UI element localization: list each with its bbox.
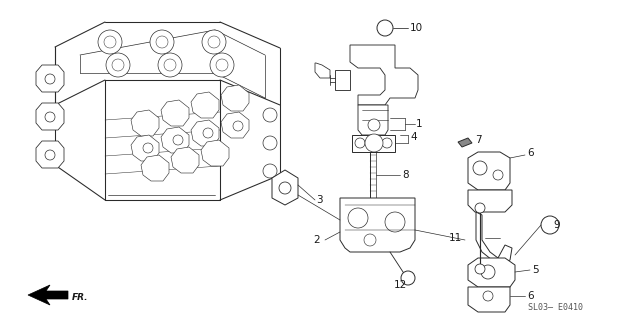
Circle shape: [45, 74, 55, 84]
Polygon shape: [221, 112, 249, 138]
Circle shape: [493, 170, 503, 180]
Circle shape: [368, 119, 380, 131]
Polygon shape: [131, 110, 159, 136]
Text: 2: 2: [314, 235, 320, 245]
Polygon shape: [315, 63, 330, 78]
Text: 8: 8: [402, 170, 408, 180]
Text: 1: 1: [416, 119, 422, 129]
Polygon shape: [141, 155, 169, 181]
Circle shape: [143, 143, 153, 153]
Text: 6: 6: [527, 291, 534, 301]
Circle shape: [112, 59, 124, 71]
Circle shape: [104, 36, 116, 48]
Text: 3: 3: [316, 195, 323, 205]
Circle shape: [156, 36, 168, 48]
Circle shape: [45, 150, 55, 160]
Circle shape: [483, 291, 493, 301]
Polygon shape: [161, 127, 189, 153]
Circle shape: [203, 128, 213, 138]
Text: 12: 12: [394, 280, 406, 290]
Circle shape: [385, 212, 405, 232]
Circle shape: [279, 182, 291, 194]
Circle shape: [348, 208, 368, 228]
Polygon shape: [201, 140, 229, 166]
Polygon shape: [36, 141, 64, 168]
Polygon shape: [28, 285, 68, 305]
Circle shape: [401, 271, 415, 285]
Polygon shape: [221, 85, 249, 111]
Polygon shape: [468, 190, 512, 212]
Circle shape: [382, 138, 392, 148]
Circle shape: [158, 53, 182, 77]
Circle shape: [475, 264, 485, 274]
Circle shape: [216, 59, 228, 71]
Polygon shape: [161, 100, 189, 126]
Text: FR.: FR.: [72, 293, 88, 301]
Polygon shape: [171, 147, 199, 173]
Polygon shape: [131, 135, 159, 161]
Circle shape: [263, 136, 277, 150]
Circle shape: [263, 164, 277, 178]
Circle shape: [355, 138, 365, 148]
Circle shape: [481, 265, 495, 279]
Polygon shape: [468, 258, 515, 287]
Circle shape: [150, 30, 174, 54]
Circle shape: [377, 20, 393, 36]
Circle shape: [263, 108, 277, 122]
Polygon shape: [350, 45, 418, 105]
Polygon shape: [335, 70, 350, 90]
Circle shape: [173, 135, 183, 145]
Circle shape: [541, 216, 559, 234]
Text: 4: 4: [410, 132, 417, 142]
Circle shape: [475, 203, 485, 213]
Polygon shape: [340, 198, 415, 252]
Circle shape: [233, 121, 243, 131]
Polygon shape: [352, 135, 395, 152]
Polygon shape: [36, 103, 64, 130]
Circle shape: [473, 161, 487, 175]
Polygon shape: [358, 105, 388, 135]
Polygon shape: [272, 170, 298, 205]
Text: 5: 5: [532, 265, 539, 275]
Polygon shape: [36, 65, 64, 92]
Polygon shape: [468, 287, 510, 312]
Circle shape: [365, 134, 383, 152]
Circle shape: [208, 36, 220, 48]
Text: 10: 10: [410, 23, 423, 33]
Text: SL03— E0410: SL03— E0410: [527, 303, 582, 313]
Circle shape: [364, 234, 376, 246]
Text: 7: 7: [475, 135, 482, 145]
Text: 6: 6: [527, 148, 534, 158]
Circle shape: [45, 112, 55, 122]
Circle shape: [210, 53, 234, 77]
Circle shape: [98, 30, 122, 54]
Circle shape: [106, 53, 130, 77]
Polygon shape: [476, 212, 512, 265]
Polygon shape: [191, 120, 219, 146]
Polygon shape: [458, 138, 472, 147]
Polygon shape: [468, 152, 510, 190]
Text: 9: 9: [553, 220, 559, 230]
Circle shape: [164, 59, 176, 71]
Circle shape: [202, 30, 226, 54]
Text: 11: 11: [449, 233, 462, 243]
Polygon shape: [191, 92, 219, 118]
